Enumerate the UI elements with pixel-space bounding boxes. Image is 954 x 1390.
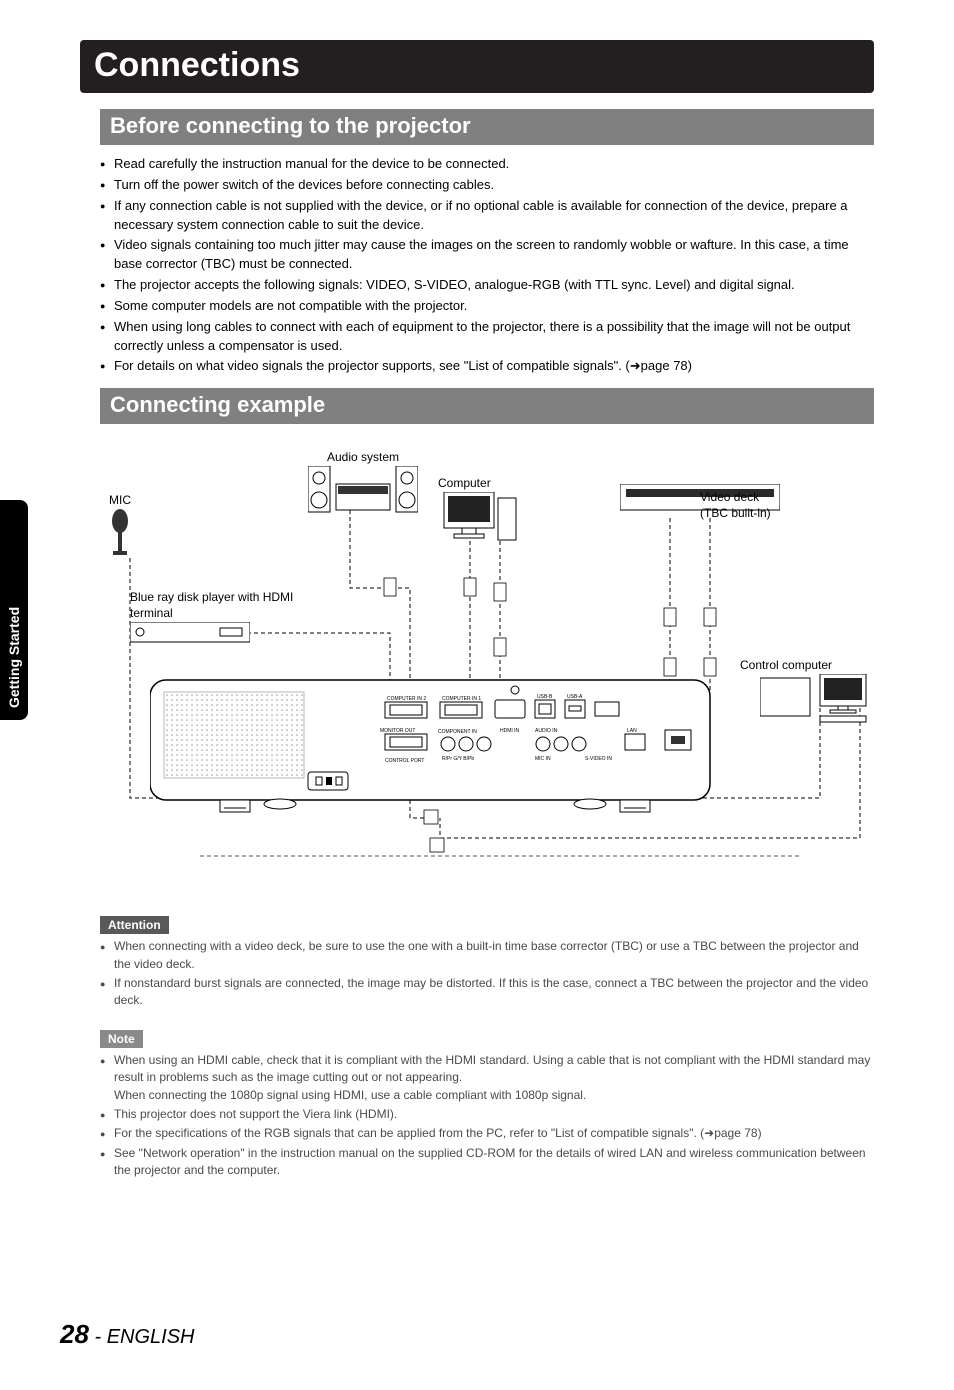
svg-text:LAN: LAN — [627, 728, 637, 734]
side-tab: Getting Started — [0, 500, 28, 720]
svg-text:COMPUTER IN 2: COMPUTER IN 2 — [387, 696, 426, 702]
page-number: 28 — [60, 1319, 89, 1349]
list-item: If any connection cable is not supplied … — [100, 197, 874, 235]
list-item: When using an HDMI cable, check that it … — [100, 1052, 874, 1104]
list-item: Read carefully the instruction manual fo… — [100, 155, 874, 174]
section1-content: Read carefully the instruction manual fo… — [100, 155, 874, 376]
list-item: Video signals containing too much jitter… — [100, 236, 874, 274]
chapter-title-bar: Connections — [80, 40, 874, 93]
svg-text:CONTROL PORT: CONTROL PORT — [385, 758, 424, 764]
section2-title: Connecting example — [110, 392, 864, 418]
section1-bullets: Read carefully the instruction manual fo… — [100, 155, 874, 376]
svg-text:HDMI IN: HDMI IN — [500, 728, 520, 734]
device-computer: Computer — [438, 476, 518, 553]
attention-label: Attention — [100, 916, 169, 934]
section1-title: Before connecting to the projector — [110, 113, 864, 139]
svg-text:MIC IN: MIC IN — [535, 756, 551, 762]
chapter-title: Connections — [94, 46, 860, 85]
list-item: Some computer models are not compatible … — [100, 297, 874, 316]
list-item: The projector accepts the following sign… — [100, 276, 874, 295]
mic-label: MIC — [105, 493, 135, 507]
note-label: Note — [100, 1030, 143, 1048]
section1-bar: Before connecting to the projector — [100, 109, 874, 145]
list-item: If nonstandard burst signals are connect… — [100, 975, 874, 1010]
device-bluray: Blue ray disk player with HDMI terminal — [130, 590, 293, 647]
computer-label: Computer — [438, 476, 518, 490]
attention-bullets: When connecting with a video deck, be su… — [100, 938, 874, 1010]
list-item: When connecting with a video deck, be su… — [100, 938, 874, 973]
page-footer: 28 - ENGLISH — [60, 1319, 195, 1350]
audio-label: Audio system — [308, 450, 418, 464]
list-item: See "Network operation" in the instructi… — [100, 1145, 874, 1180]
bluray-label2: terminal — [130, 606, 293, 620]
svg-text:S-VIDEO IN: S-VIDEO IN — [585, 756, 612, 762]
list-item: Turn off the power switch of the devices… — [100, 176, 874, 195]
svg-text:USB-A: USB-A — [567, 694, 583, 700]
control-computer-label: Control computer — [740, 658, 880, 672]
device-control-computer: Control computer — [740, 658, 880, 727]
page-lang: - ENGLISH — [89, 1326, 195, 1348]
svg-text:COMPONENT IN: COMPONENT IN — [438, 729, 477, 735]
svg-text:USB-B: USB-B — [537, 694, 553, 700]
svg-text:R/Pr G/Y B/Pb: R/Pr G/Y B/Pb — [442, 756, 474, 762]
svg-text:COMPUTER IN 1: COMPUTER IN 1 — [442, 696, 481, 702]
video-deck-labels: Video deck (TBC built-in) — [700, 490, 771, 522]
list-item: For details on what video signals the pr… — [100, 357, 874, 376]
projector-body: COMPUTER IN 2 COMPUTER IN 1 USB-B USB-A … — [150, 678, 720, 831]
note-content: When using an HDMI cable, check that it … — [100, 1052, 874, 1180]
svg-text:MONITOR OUT: MONITOR OUT — [380, 728, 415, 734]
device-audio-system: Audio system — [308, 450, 418, 519]
bluray-label1: Blue ray disk player with HDMI — [130, 590, 293, 604]
section2-bar: Connecting example — [100, 388, 874, 424]
device-mic: MIC — [105, 493, 135, 572]
svg-text:AUDIO IN: AUDIO IN — [535, 728, 558, 734]
list-item: This projector does not support the Vier… — [100, 1106, 874, 1123]
connection-diagram: MIC Audio system Computer Video deck (TB… — [100, 438, 874, 888]
list-item: When using long cables to connect with e… — [100, 318, 874, 356]
attention-content: When connecting with a video deck, be su… — [100, 938, 874, 1010]
list-item: For the specifications of the RGB signal… — [100, 1125, 874, 1142]
video-deck-label1: Video deck — [700, 490, 771, 504]
note-bullets: When using an HDMI cable, check that it … — [100, 1052, 874, 1180]
video-deck-label2: (TBC built-in) — [700, 506, 771, 520]
